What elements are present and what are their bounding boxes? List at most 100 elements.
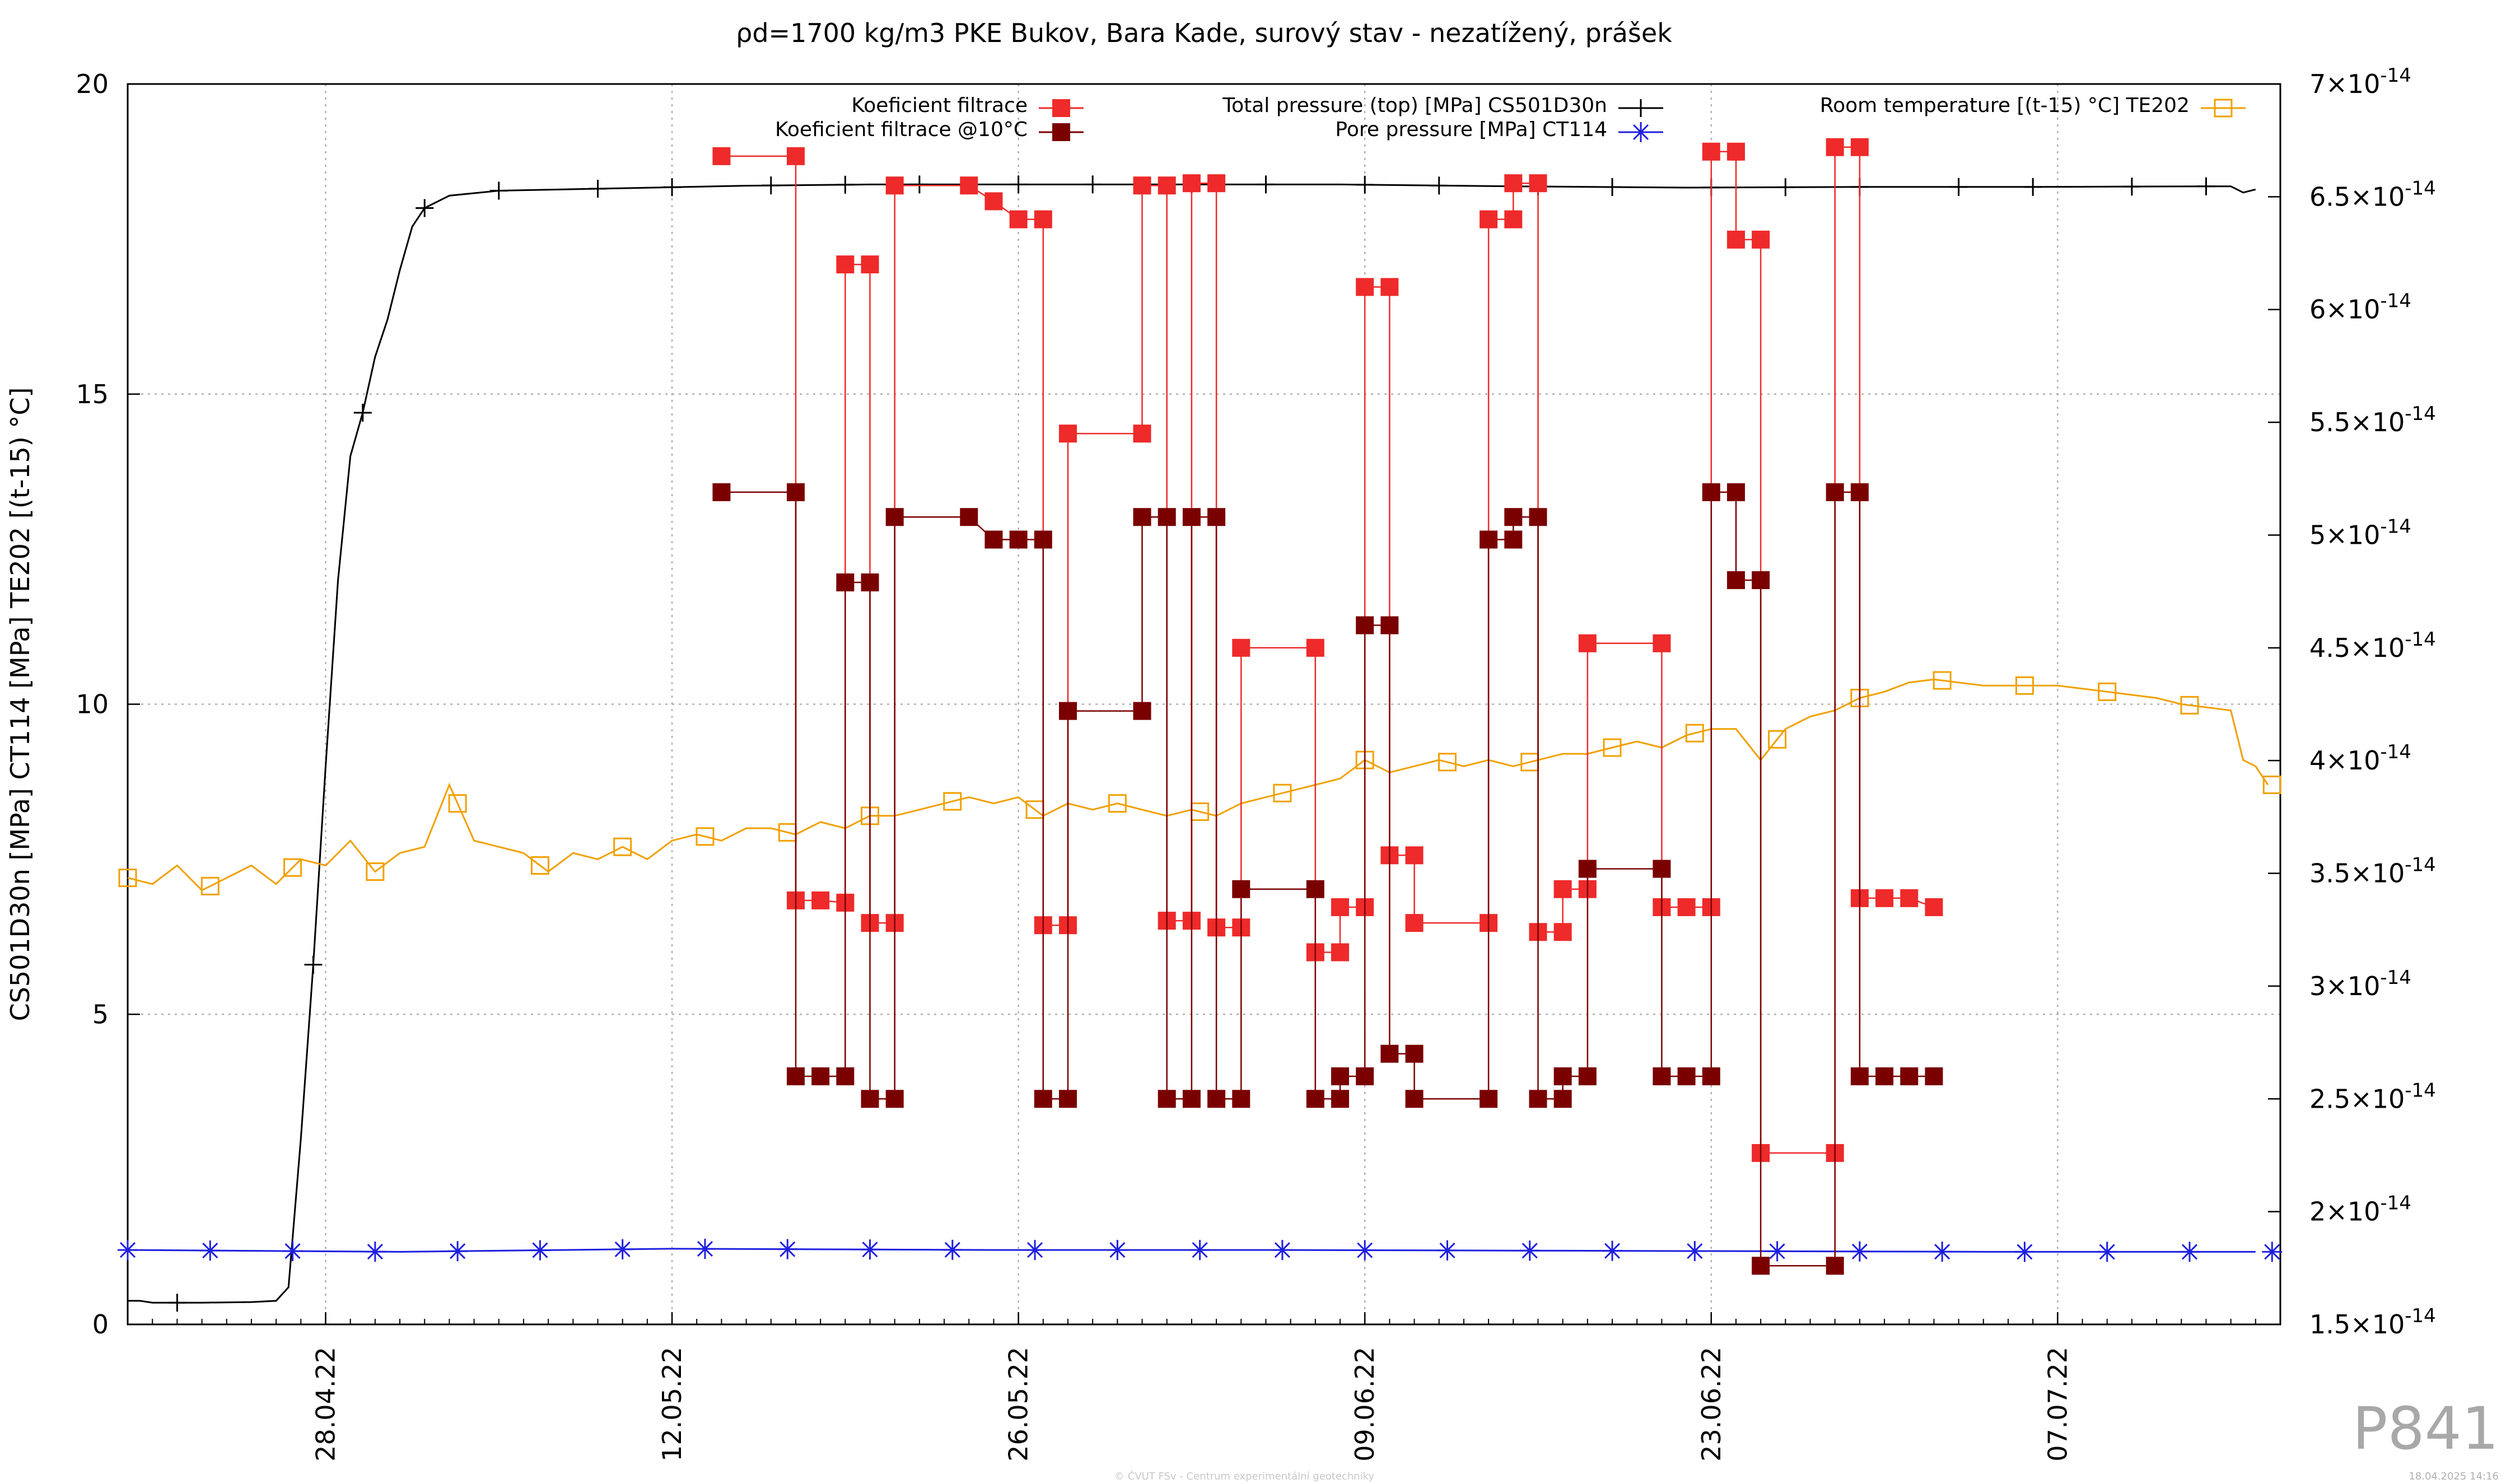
series-1-point	[1272, 1240, 1292, 1261]
series-2-point	[2262, 775, 2281, 794]
series-3-point	[1925, 898, 1943, 916]
series-4-point	[1925, 1067, 1943, 1085]
series-3-point	[811, 891, 830, 909]
plot-frame	[127, 83, 2281, 1326]
series-4-point	[1850, 1067, 1869, 1085]
x-tick-label: 12.05.22	[657, 1347, 687, 1462]
series-1-point	[282, 1241, 303, 1262]
series-2-point	[448, 794, 467, 813]
series-4-point	[836, 573, 855, 592]
legend-label: Pore pressure [MPa] CT114	[1335, 118, 1607, 141]
series-3-point	[712, 147, 731, 165]
series-4-point	[1306, 880, 1324, 898]
series-2-point	[2015, 676, 2034, 695]
series-1-point	[1355, 1240, 1375, 1261]
series-1-point	[1684, 1241, 1705, 1262]
series-1-point	[200, 1240, 221, 1261]
series-4-point	[885, 508, 904, 526]
y-right-tick-label: 3×10-14	[2309, 967, 2411, 1001]
series-3-point	[786, 147, 805, 165]
series-0-point	[1603, 178, 1622, 197]
series-0-point	[663, 178, 682, 197]
series-4-point	[1380, 1044, 1399, 1063]
legend-swatch-marker	[2214, 99, 2233, 118]
series-2-point	[1438, 753, 1457, 772]
series-3-point	[1578, 634, 1597, 652]
series-1-point	[777, 1239, 798, 1259]
y-left-tick-label: 5	[92, 999, 109, 1029]
series-0-point	[489, 181, 508, 200]
series-3-point	[984, 192, 1003, 211]
legend-swatch-marker	[1632, 99, 1650, 117]
legend-swatch-marker	[1052, 99, 1070, 117]
series-4-point	[1726, 571, 1745, 589]
series-2-point	[2098, 682, 2117, 701]
series-1-point	[694, 1239, 715, 1259]
series-4-point	[1653, 1067, 1671, 1085]
legend-label: Koeficient filtrace @10°C	[775, 118, 1028, 141]
series-0-point	[1949, 178, 1968, 196]
series-4-point	[1158, 508, 1176, 526]
y-right-tick-label: 5.5×10-14	[2309, 403, 2436, 437]
series-1-point	[2262, 1242, 2283, 1262]
series-4-point	[1034, 1090, 1052, 1108]
series-4-point	[1702, 1067, 1720, 1085]
series-1-point	[1849, 1241, 1870, 1262]
series-1-point	[1437, 1240, 1458, 1261]
series-4-point	[1826, 483, 1844, 501]
series-1-point	[365, 1242, 385, 1262]
series-3-point	[1133, 424, 1151, 443]
series-1-point	[1519, 1240, 1540, 1261]
series-4-point	[861, 1090, 879, 1108]
series-2-point	[1933, 671, 1952, 690]
series-3-point	[1480, 210, 1498, 228]
series-0-point	[168, 1294, 186, 1312]
y-right-tick-label: 6.5×10-14	[2309, 177, 2436, 212]
series-4-point	[1331, 1067, 1350, 1085]
series-1-point	[1025, 1240, 1046, 1261]
series-0-point	[304, 955, 323, 974]
series-1-point	[2014, 1242, 2035, 1262]
series-3-point	[1653, 634, 1671, 652]
chart-title: ρd=1700 kg/m3 PKE Bukov, Bara Kade, suro…	[736, 18, 1672, 48]
series-4-point	[1504, 530, 1523, 549]
series-1-point	[942, 1239, 963, 1260]
series-4-point	[1058, 1090, 1077, 1108]
series-4-point	[1133, 508, 1151, 526]
x-tick-label: 28.04.22	[310, 1347, 340, 1462]
series-3-point	[1009, 210, 1028, 228]
series-3-point	[1158, 176, 1176, 195]
series-2-point	[2180, 696, 2199, 715]
credit-text: © ČVUT FSv - Centrum experimentální geot…	[1114, 1471, 1375, 1482]
series-2-point	[1603, 738, 1622, 757]
legend-label: Koeficient filtrace	[851, 94, 1028, 117]
series-0-point	[2122, 178, 2141, 196]
series-3-point	[861, 255, 879, 274]
y-right-tick-label: 2×10-14	[2309, 1192, 2411, 1227]
series-0-point	[1356, 175, 1374, 194]
series-3-point	[1356, 278, 1374, 296]
series-4-point	[1850, 483, 1869, 501]
series-3-point	[1306, 638, 1324, 657]
series-3-point	[1058, 424, 1077, 443]
series-4-point	[786, 1067, 805, 1085]
series-4-point	[1232, 880, 1250, 898]
series-4-point	[1900, 1067, 1919, 1085]
y-left-tick-label: 15	[76, 379, 109, 409]
series-1-point	[1107, 1240, 1128, 1261]
series-2-point	[366, 862, 385, 881]
series-4-point	[1207, 508, 1226, 526]
y-right-tick-label: 3.5×10-14	[2309, 854, 2436, 889]
series-4-point	[1331, 1090, 1350, 1108]
series-3-point	[1726, 142, 1745, 161]
series-4-point	[836, 1067, 855, 1085]
series-1-point	[118, 1240, 138, 1261]
series-1-point	[2179, 1242, 2200, 1262]
series-2-point	[1768, 730, 1787, 749]
series-4-point	[960, 508, 978, 526]
series-3-point	[1405, 846, 1424, 865]
series-3-point	[1207, 174, 1226, 193]
series-3-point	[836, 255, 855, 274]
watermark-label: P841	[2352, 1394, 2499, 1463]
series-3-point	[1380, 278, 1399, 296]
